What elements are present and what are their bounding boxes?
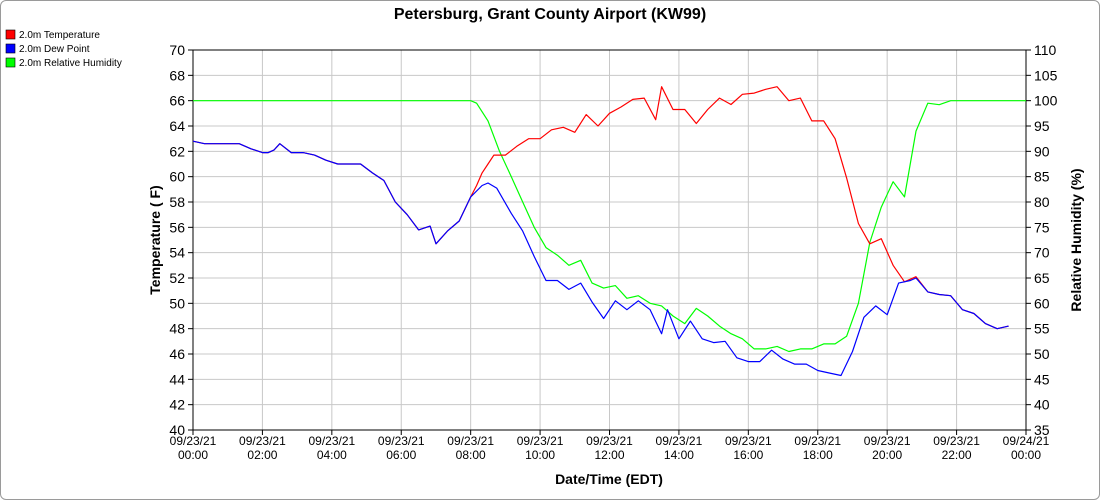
y-tick-label-right: 85 [1034, 169, 1050, 185]
x-tick-label-date: 09/23/21 [586, 434, 633, 448]
y-tick-label-right: 100 [1034, 93, 1058, 109]
series-line-2-0m-temperature [192, 86, 1009, 330]
y-tick-label-left: 58 [169, 194, 185, 210]
legend-swatch [5, 57, 16, 68]
legend-swatch [5, 43, 16, 54]
grid [193, 50, 1026, 430]
x-tick-label-date: 09/23/21 [378, 434, 425, 448]
legend: 2.0m Temperature 2.0m Dew Point 2.0m Relat… [5, 29, 122, 69]
y-tick-label-right: 50 [1034, 346, 1050, 362]
series-lines [192, 86, 1026, 377]
x-tick-label-time: 16:00 [733, 448, 763, 462]
y-tick-label-left: 68 [169, 67, 185, 83]
x-tick-label-date: 09/23/21 [239, 434, 286, 448]
x-tick-label-time: 00:00 [1011, 448, 1041, 462]
x-tick-label-time: 12:00 [594, 448, 624, 462]
y-tick-label-left: 60 [169, 169, 185, 185]
x-tick-label-date: 09/23/21 [170, 434, 217, 448]
x-tick-label-date: 09/24/21 [1003, 434, 1050, 448]
series-line-2-0m-relative-humidity [193, 100, 1026, 353]
y-tick-label-right: 35 [1034, 422, 1050, 438]
y-tick-label-left: 48 [169, 321, 185, 337]
y-tick-label-right: 55 [1034, 321, 1050, 337]
x-tick-label-date: 09/23/21 [864, 434, 911, 448]
legend-label: 2.0m Relative Humidity [19, 58, 122, 69]
x-tick-label-date: 09/23/21 [725, 434, 772, 448]
legend-swatch [5, 29, 16, 40]
x-tick-label-time: 18:00 [803, 448, 833, 462]
y-tick-label-left: 42 [169, 397, 185, 413]
y-tick-label-left: 66 [169, 93, 185, 109]
y-tick-label-left: 64 [169, 118, 185, 134]
y-tick-label-right: 65 [1034, 270, 1050, 286]
chart-title: Petersburg, Grant County Airport (KW99) [394, 6, 706, 23]
y-tick-label-right: 95 [1034, 118, 1050, 134]
y-axis-right-ticks: 35 40 45 50 55 60 65 70 75 80 85 90 95 100 105 110 [1026, 42, 1058, 438]
x-tick-label-time: 10:00 [525, 448, 555, 462]
series-line-2-0m-dew-point [192, 140, 1009, 377]
y-tick-label-right: 45 [1034, 371, 1050, 387]
x-tick-label-time: 14:00 [664, 448, 694, 462]
y-axis-left-label: Temperature ( F) [147, 185, 163, 294]
x-tick-label-time: 00:00 [178, 448, 208, 462]
y-tick-label-left: 52 [169, 270, 185, 286]
x-axis-ticks: 09/23/2100:0009/23/2102:0009/23/2104:000… [170, 430, 1050, 462]
y-tick-label-left: 56 [169, 219, 185, 235]
y-tick-label-left: 70 [169, 42, 185, 58]
y-tick-label-right: 90 [1034, 143, 1050, 159]
y-axis-right-label: Relative Humidity (%) [1068, 168, 1084, 311]
y-tick-label-right: 105 [1034, 67, 1058, 83]
x-tick-label-time: 22:00 [942, 448, 972, 462]
y-tick-label-right: 80 [1034, 194, 1050, 210]
y-axis-left-ticks: 40 42 44 46 48 50 52 54 56 58 60 62 64 66 68 70 [169, 42, 193, 438]
legend-label: 2.0m Dew Point [19, 44, 90, 55]
y-tick-label-right: 110 [1034, 42, 1057, 58]
y-tick-label-left: 44 [169, 371, 185, 387]
x-tick-label-date: 09/23/21 [656, 434, 703, 448]
y-tick-label-left: 46 [169, 346, 185, 362]
x-tick-label-time: 08:00 [456, 448, 486, 462]
x-tick-label-time: 04:00 [317, 448, 347, 462]
y-tick-label-right: 60 [1034, 295, 1050, 311]
x-axis-label: Date/Time (EDT) [555, 471, 663, 487]
y-tick-label-left: 54 [169, 245, 185, 261]
x-tick-label-date: 09/23/21 [308, 434, 355, 448]
y-tick-label-right: 40 [1034, 397, 1050, 413]
y-tick-label-right: 75 [1034, 219, 1050, 235]
x-tick-label-time: 02:00 [247, 448, 277, 462]
x-tick-label-date: 09/23/21 [794, 434, 841, 448]
x-tick-label-date: 09/23/21 [933, 434, 980, 448]
x-tick-label-time: 20:00 [872, 448, 902, 462]
y-tick-label-left: 50 [169, 295, 185, 311]
x-tick-label-time: 06:00 [386, 448, 416, 462]
y-tick-label-left: 62 [169, 143, 185, 159]
x-tick-label-date: 09/23/21 [447, 434, 494, 448]
legend-label: 2.0m Temperature [19, 30, 100, 41]
x-tick-label-date: 09/23/21 [517, 434, 564, 448]
y-tick-label-right: 70 [1034, 245, 1050, 261]
y-tick-label-left: 40 [169, 422, 185, 438]
